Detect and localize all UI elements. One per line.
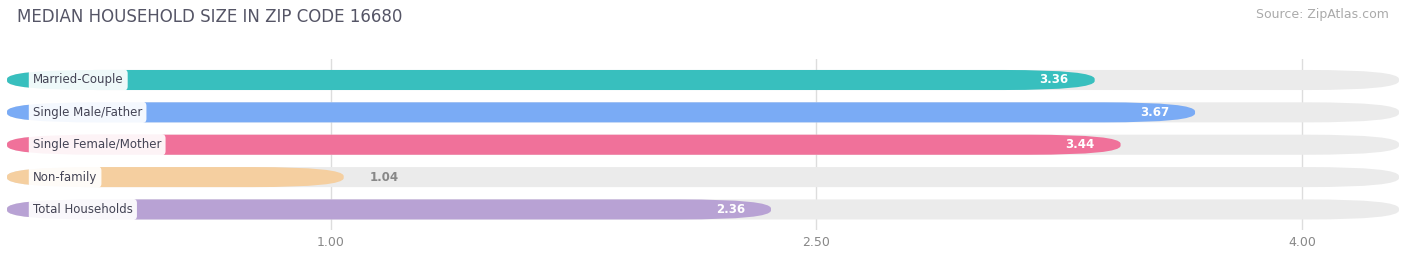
FancyBboxPatch shape — [7, 70, 1095, 90]
FancyBboxPatch shape — [7, 167, 343, 187]
Text: 3.44: 3.44 — [1066, 138, 1095, 151]
Text: Source: ZipAtlas.com: Source: ZipAtlas.com — [1256, 8, 1389, 21]
Text: Single Male/Father: Single Male/Father — [32, 106, 142, 119]
Text: Total Households: Total Households — [32, 203, 132, 216]
FancyBboxPatch shape — [7, 167, 1399, 187]
FancyBboxPatch shape — [7, 102, 1195, 122]
FancyBboxPatch shape — [7, 135, 1399, 155]
Text: 2.36: 2.36 — [716, 203, 745, 216]
Text: 3.67: 3.67 — [1140, 106, 1170, 119]
Text: Single Female/Mother: Single Female/Mother — [32, 138, 162, 151]
FancyBboxPatch shape — [7, 199, 1399, 219]
Text: 1.04: 1.04 — [370, 171, 399, 184]
Text: 3.36: 3.36 — [1039, 73, 1069, 87]
FancyBboxPatch shape — [7, 70, 1399, 90]
Text: Non-family: Non-family — [32, 171, 97, 184]
FancyBboxPatch shape — [7, 135, 1121, 155]
Text: Married-Couple: Married-Couple — [32, 73, 124, 87]
Text: MEDIAN HOUSEHOLD SIZE IN ZIP CODE 16680: MEDIAN HOUSEHOLD SIZE IN ZIP CODE 16680 — [17, 8, 402, 26]
FancyBboxPatch shape — [7, 102, 1399, 122]
FancyBboxPatch shape — [7, 199, 770, 219]
